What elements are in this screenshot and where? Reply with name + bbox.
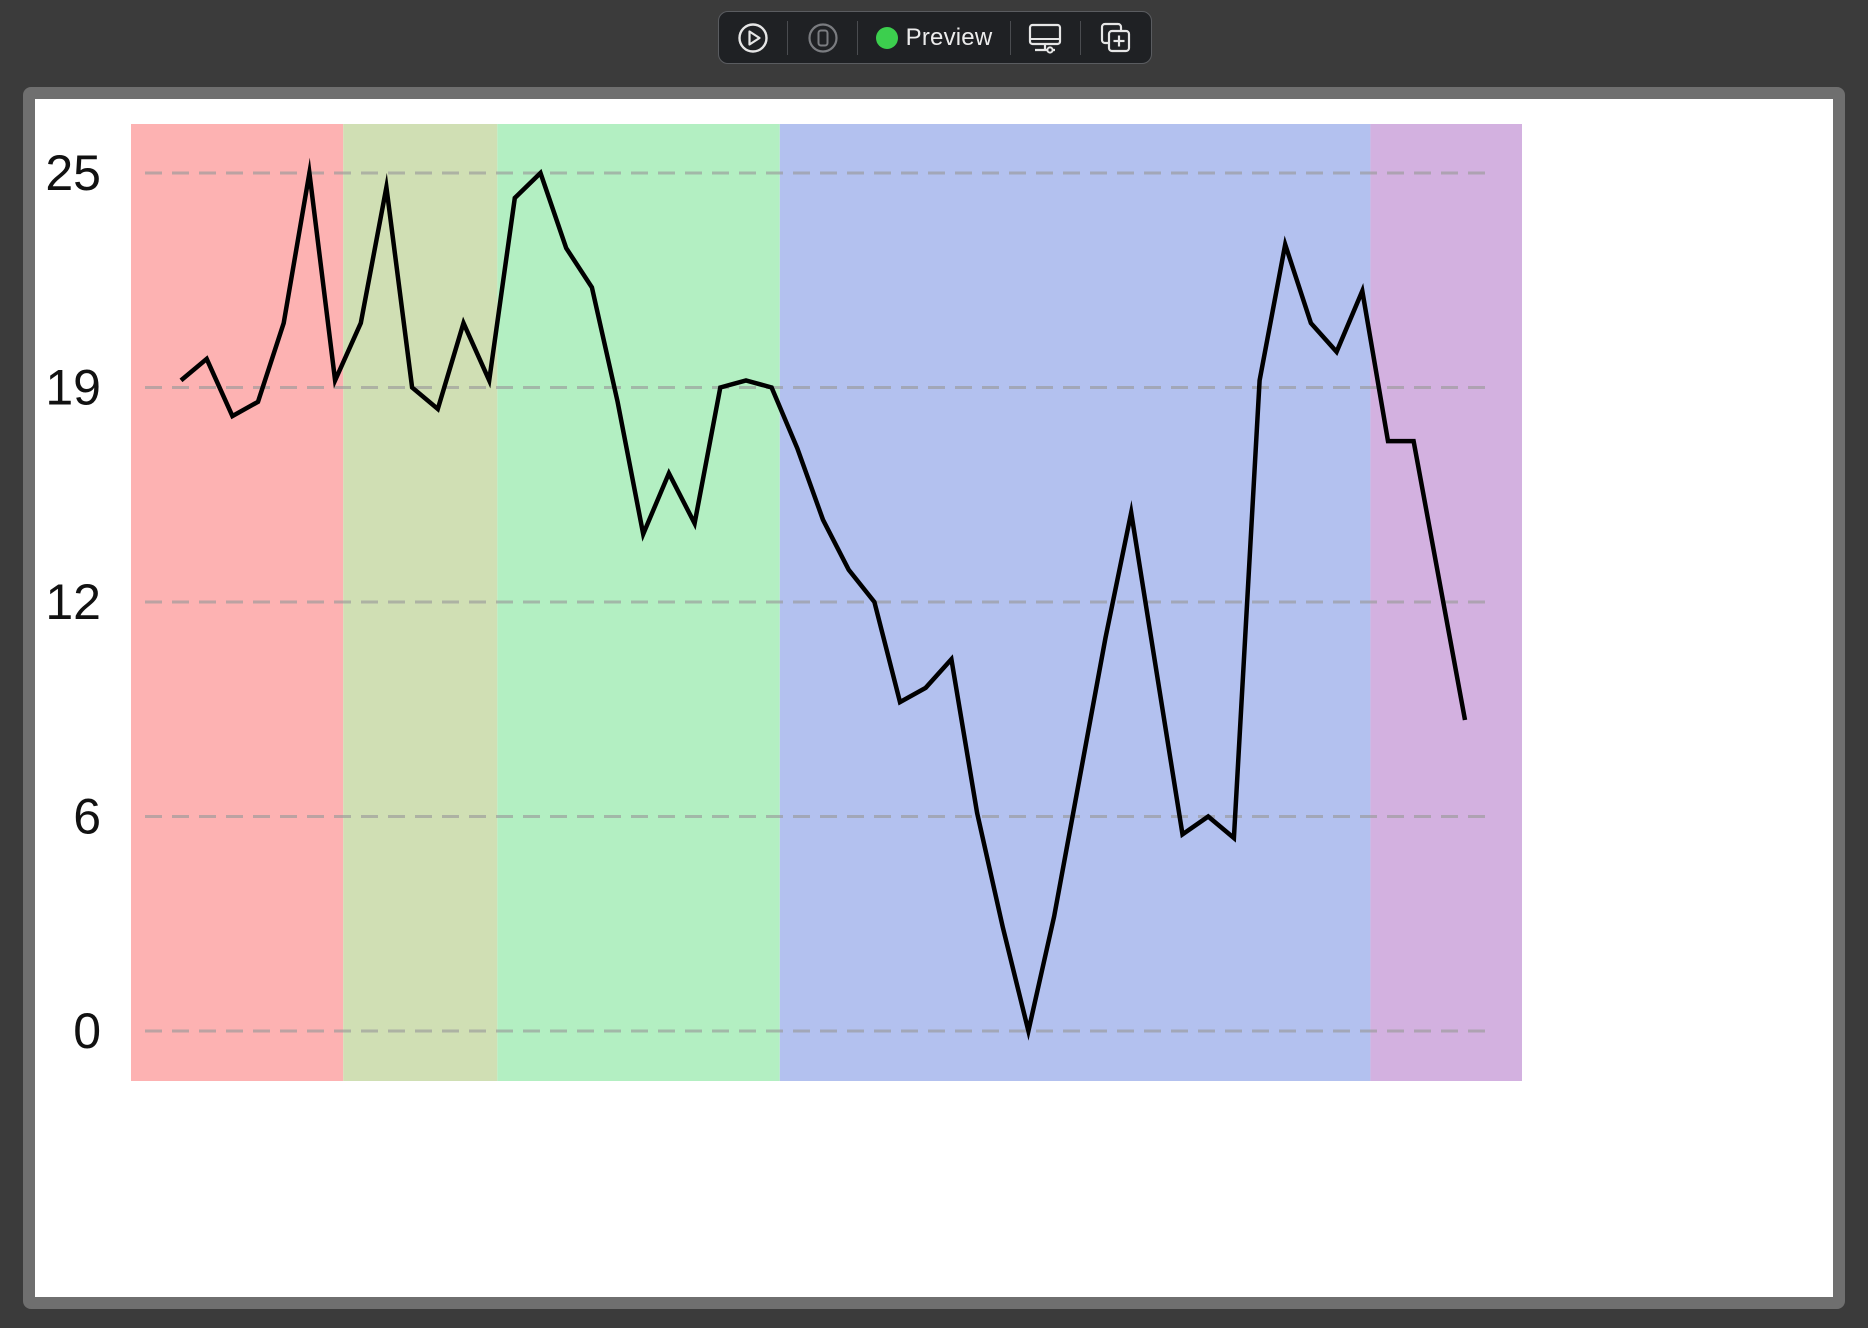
display-settings-button[interactable]	[1011, 12, 1081, 63]
display-icon	[1029, 23, 1062, 54]
device-icon	[807, 22, 838, 53]
y-tick-label: 19	[45, 360, 101, 416]
grid-layer	[145, 171, 1494, 1033]
toolbar-divider	[786, 20, 788, 55]
toolbar-divider	[1009, 20, 1011, 55]
toolbar-divider	[1080, 20, 1082, 55]
canvas-frame: 25 19 12 6 0	[23, 87, 1845, 1309]
preview-mode-button[interactable]: Preview	[858, 12, 1009, 63]
line-layer	[179, 157, 1468, 1041]
play-circle-icon	[738, 22, 768, 53]
y-tick-label: 12	[45, 574, 101, 630]
toolbar-divider	[857, 20, 859, 55]
tick-layer: 25 19 12 6 0	[45, 145, 101, 1059]
y-tick-label: 25	[45, 145, 101, 201]
device-settings-button[interactable]	[788, 12, 858, 63]
duplicate-icon	[1101, 22, 1131, 52]
duplicate-preview-button[interactable]	[1081, 12, 1151, 63]
live-preview-button[interactable]	[719, 12, 787, 63]
status-dot-icon	[875, 26, 898, 49]
y-tick-label: 0	[73, 1003, 101, 1059]
series-line-0	[179, 157, 1468, 1041]
preview-label: Preview	[905, 23, 993, 51]
preview-canvas: 25 19 12 6 0	[35, 99, 1833, 1297]
preview-toolbar: Preview	[718, 11, 1152, 64]
line-chart: 25 19 12 6 0	[45, 124, 1522, 1081]
y-tick-label: 6	[73, 789, 101, 845]
